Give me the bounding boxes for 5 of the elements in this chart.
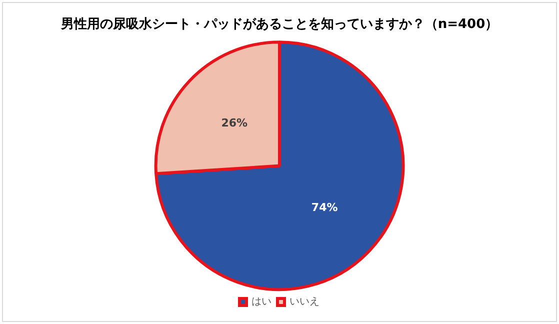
legend-label: はい	[252, 296, 272, 308]
data-label: 26%	[221, 116, 248, 130]
chart-title: 男性用の尿吸水シート・パッドがあることを知っていますか？（n=400）	[60, 17, 498, 32]
legend-label: いいえ	[290, 296, 320, 308]
data-label: 74%	[311, 201, 338, 214]
